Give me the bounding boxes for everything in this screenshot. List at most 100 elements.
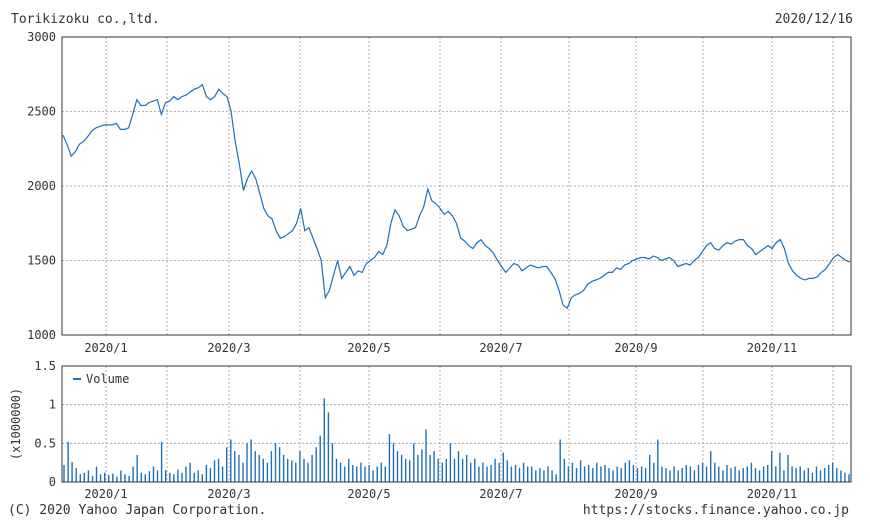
volume-bar (579, 460, 582, 482)
volume-bar (474, 458, 476, 482)
volume-bar (478, 466, 480, 482)
volume-bar (221, 466, 224, 482)
price-x-tick-label: 2020/7 (479, 341, 522, 355)
volume-bar (685, 465, 687, 482)
volume-bar (762, 466, 765, 482)
volume-bar (270, 451, 273, 482)
volume-bar (405, 458, 407, 482)
volume-bar (425, 429, 427, 482)
volume-bar (803, 470, 805, 482)
volume-y-tick-label: 0.5 (34, 436, 56, 450)
volume-bar (230, 439, 232, 482)
volume-bar (396, 451, 399, 482)
volume-bar (547, 466, 549, 482)
volume-bar (368, 465, 370, 482)
volume-bar (832, 462, 834, 482)
volume-bar (319, 435, 321, 482)
volume-bar (169, 472, 171, 482)
volume-bar (677, 470, 679, 482)
volume-bar (160, 441, 163, 482)
volume-bar (258, 454, 260, 482)
volume-bar (828, 465, 830, 482)
volume-bar (352, 465, 354, 482)
volume-bar (189, 462, 191, 482)
volume-bar (213, 460, 216, 482)
volume-bar (750, 462, 753, 482)
volume-bar (343, 466, 346, 482)
volume-bar (673, 466, 675, 482)
volume-bar (156, 470, 159, 482)
price-x-tick-label: 2020/3 (207, 341, 250, 355)
volume-bar (327, 412, 330, 482)
volume-bar (848, 474, 850, 482)
volume-bar (380, 462, 382, 482)
volume-bar (376, 466, 378, 482)
volume-bar (87, 470, 90, 482)
price-y-tick-label: 1000 (27, 328, 56, 342)
volume-bar (470, 462, 472, 482)
volume-bar (775, 466, 777, 482)
volume-bar (197, 470, 199, 482)
volume-bar (669, 470, 671, 482)
volume-bar (811, 472, 814, 482)
volume-bar (307, 462, 309, 482)
volume-bar (262, 458, 264, 482)
volume-bar (791, 466, 793, 482)
volume-bar (246, 443, 248, 482)
volume-bar (388, 434, 391, 482)
price-x-tick-label: 2020/5 (347, 341, 390, 355)
volume-bar (575, 468, 578, 482)
volume-bar (636, 468, 639, 482)
volume-bar (250, 439, 252, 482)
volume-bar (543, 470, 545, 482)
price-y-tick-label: 3000 (27, 30, 56, 44)
price-panel-frame (61, 36, 852, 336)
volume-bar (795, 468, 797, 482)
price-line (62, 83, 851, 310)
volume-bar (510, 466, 513, 482)
volume-bar (226, 447, 228, 482)
volume-y-tick-label: 1 (49, 398, 56, 412)
volume-bar (335, 458, 338, 482)
volume-x-tick-label: 2020/7 (479, 487, 522, 501)
volume-bar (490, 465, 492, 482)
volume-bar (400, 454, 403, 482)
volume-bar (604, 465, 606, 482)
volume-y-axis-label: (x1000000) (9, 388, 23, 460)
volume-bar (551, 470, 553, 482)
volume-bar (384, 466, 386, 482)
volume-bar (746, 466, 748, 482)
volume-bar (348, 458, 350, 482)
volume-bar (372, 470, 374, 482)
volume-x-tick-label: 2020/9 (614, 487, 657, 501)
volume-bar (193, 472, 195, 482)
volume-bar (612, 470, 614, 482)
volume-bar (710, 451, 712, 482)
volume-bar (71, 461, 73, 482)
volume-bar (291, 460, 293, 482)
volume-bar (608, 468, 610, 482)
volume-bar (91, 475, 94, 482)
volume-bar (287, 458, 289, 482)
price-y-tick-label: 2500 (27, 105, 56, 119)
volume-bar (693, 470, 696, 482)
volume-bar (502, 452, 504, 482)
source-url: https://stocks.finance.yahoo.co.jp (582, 503, 849, 518)
volume-bar (466, 454, 468, 482)
volume-bar (738, 470, 740, 482)
volume-bars (63, 398, 850, 482)
volume-bar (112, 473, 114, 482)
volume-bar (836, 468, 838, 482)
volume-bar (681, 468, 683, 482)
volume-x-tick-label: 2020/3 (207, 487, 250, 501)
volume-bar (238, 454, 240, 482)
volume-bar (360, 462, 362, 482)
volume-bar (104, 472, 106, 482)
volume-bar (624, 462, 626, 482)
volume-bar (364, 466, 366, 482)
volume-bar (522, 462, 525, 482)
price-y-tick-label: 2000 (27, 179, 56, 193)
volume-bar (718, 466, 720, 482)
price-grid (62, 37, 851, 335)
